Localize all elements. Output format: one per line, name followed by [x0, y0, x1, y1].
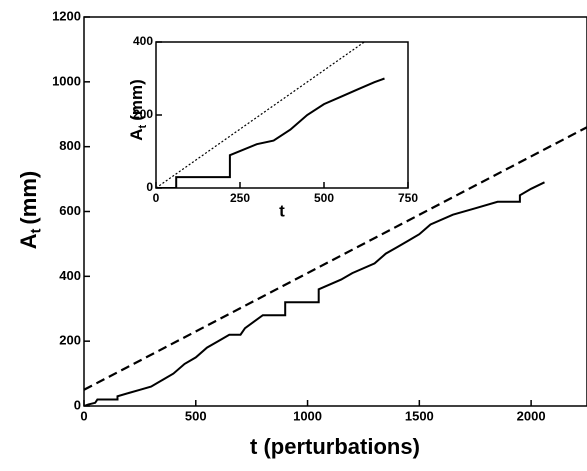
y-tick-label: 600 — [59, 203, 81, 218]
y-axis-label-unit: (mm) — [127, 79, 146, 121]
x-tick-label: 0 — [153, 191, 160, 205]
y-tick-label: 0 — [74, 397, 81, 412]
y-axis-label-sub: t — [28, 228, 44, 233]
y-axis-label: At (mm) — [127, 79, 149, 141]
y-axis-label-main: A — [16, 233, 41, 249]
y-axis-label: At (mm) — [16, 171, 45, 249]
y-tick-label: 0 — [146, 180, 153, 194]
x-tick-label: 250 — [230, 191, 250, 205]
y-tick-label: 200 — [133, 107, 153, 121]
y-tick-label: 1200 — [52, 8, 81, 23]
y-tick-label: 1000 — [52, 73, 81, 88]
x-tick-label: 500 — [185, 408, 207, 423]
plot-frame — [155, 41, 409, 189]
x-tick-label: 0 — [80, 408, 87, 423]
x-axis-label: t — [279, 201, 285, 220]
x-tick-label: 1500 — [405, 408, 434, 423]
x-axis-label: t (perturbations) — [250, 434, 420, 459]
y-tick-label: 400 — [133, 34, 153, 48]
x-tick-label: 750 — [398, 191, 418, 205]
y-tick-label: 200 — [59, 333, 81, 348]
y-tick-label: 400 — [59, 268, 81, 283]
data-line — [84, 181, 545, 406]
y-axis-label-sub: t — [137, 124, 149, 128]
y-tick-label: 800 — [59, 138, 81, 153]
y-axis-label-unit: (mm) — [16, 171, 41, 225]
x-tick-label: 2000 — [517, 408, 546, 423]
x-tick-label: 1000 — [293, 408, 322, 423]
y-axis-label-main: A — [127, 128, 146, 140]
data-line — [156, 77, 385, 188]
x-tick-label: 500 — [314, 191, 334, 205]
inset-background — [156, 42, 408, 188]
plot-frame — [83, 16, 587, 407]
data-line — [84, 126, 587, 391]
